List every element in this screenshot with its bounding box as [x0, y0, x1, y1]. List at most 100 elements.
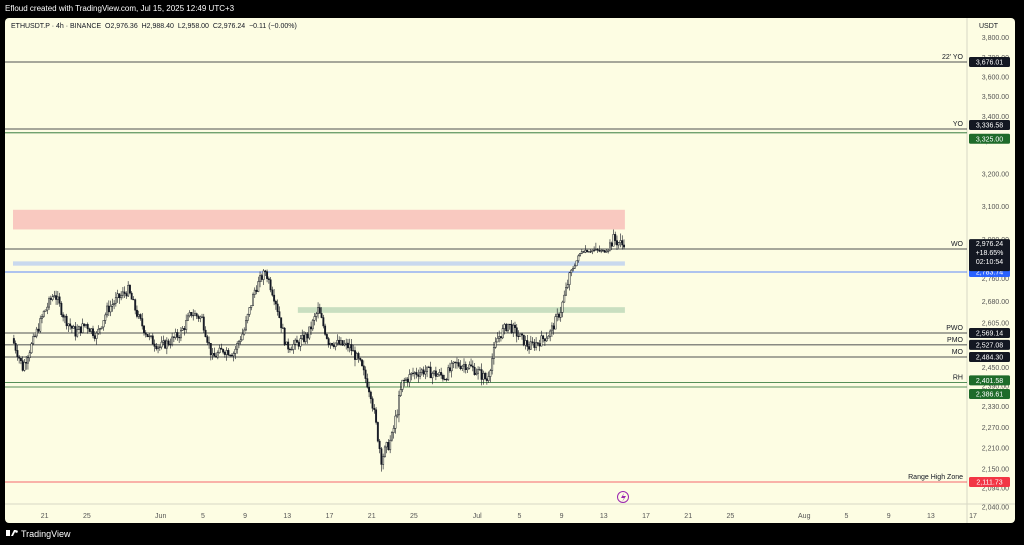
chart-panel[interactable]: 3,800.003,700.003,600.003,500.003,400.00…	[5, 18, 1015, 523]
price-tag-text-0: 3,676.01	[976, 60, 1003, 67]
candle-body	[399, 389, 402, 396]
candle-body	[519, 333, 522, 337]
candle-body	[345, 342, 348, 345]
candle-body	[415, 372, 418, 376]
candle-body	[529, 341, 532, 350]
candle-body	[299, 338, 302, 347]
candle-body	[192, 315, 195, 317]
price-tag-8	[969, 375, 1010, 386]
candle-body	[274, 300, 277, 305]
candle-body	[139, 314, 142, 319]
candle-body	[573, 265, 576, 269]
candle-body	[157, 346, 160, 349]
candle-body	[547, 335, 550, 339]
candle-body	[128, 284, 131, 294]
candle-body	[325, 334, 328, 339]
legend-low: L2,958.00	[177, 23, 209, 30]
candle-body	[250, 305, 253, 308]
candle-body	[53, 295, 56, 298]
candle-body	[531, 341, 534, 343]
candle-body	[598, 249, 601, 252]
y-tick-label: 2,680.00	[982, 299, 1009, 306]
candle-body	[136, 309, 138, 317]
candle-body	[194, 313, 196, 316]
candle-body	[538, 343, 541, 347]
candle-body	[577, 255, 580, 262]
candle-body	[39, 318, 42, 332]
candle-body	[408, 374, 411, 383]
candle-body	[174, 332, 177, 338]
event-marker-icon[interactable]	[617, 491, 629, 503]
candle-body	[46, 306, 49, 311]
candle-body	[589, 251, 592, 253]
candle-body	[427, 366, 430, 368]
candle-body	[452, 361, 455, 364]
candle-body	[348, 344, 351, 349]
x-tick-label: Jul	[473, 513, 482, 520]
candle-body	[494, 341, 497, 348]
price-tag-text-4: 2,783.74	[976, 270, 1003, 277]
candle-body	[143, 325, 145, 333]
candle-body	[294, 339, 297, 345]
candle-body	[485, 378, 488, 381]
candle-body	[450, 363, 453, 372]
candle-body	[426, 366, 429, 372]
candle-body	[508, 323, 511, 325]
candle-body	[339, 340, 342, 345]
candle-body	[324, 325, 327, 335]
candle-body	[334, 342, 337, 347]
x-tick-label: 17	[326, 513, 334, 520]
candle-body	[278, 311, 281, 318]
candle-body	[245, 320, 247, 331]
candle-body	[76, 329, 79, 337]
y-tick-label: 3,800.00	[982, 35, 1009, 42]
y-tick-label: 2,330.00	[982, 404, 1009, 411]
candle-body	[441, 375, 444, 380]
candle-body	[438, 372, 441, 376]
last-price-value: 2,976.24	[976, 241, 1003, 248]
candle-body	[317, 307, 320, 314]
candle-body	[93, 335, 96, 339]
candle-body	[25, 362, 28, 364]
x-tick-label: 17	[642, 513, 650, 520]
candle-body	[292, 344, 295, 350]
y-tick-label: 2,605.00	[982, 320, 1009, 327]
footer-bar: TradingView	[0, 525, 1024, 545]
candle-body	[148, 335, 151, 338]
candle-body	[524, 340, 527, 346]
x-tick-label: 9	[560, 513, 564, 520]
candle-body	[603, 250, 606, 253]
candle-body	[507, 323, 509, 332]
candle-body	[332, 345, 335, 347]
candle-body	[220, 347, 223, 350]
candle-body	[202, 316, 205, 331]
candle-body	[311, 319, 314, 330]
candle-body	[225, 350, 228, 355]
candle-body	[199, 316, 202, 319]
candle-body	[410, 372, 413, 375]
candle-body	[197, 315, 200, 319]
candle-body	[144, 332, 147, 335]
price-tag-1	[969, 120, 1010, 130]
footer-brand: TradingView	[21, 529, 71, 539]
price-tag-2	[969, 133, 1010, 144]
candle-body	[86, 324, 89, 330]
candle-body	[582, 251, 585, 253]
candle-body	[77, 326, 80, 330]
price-chart[interactable]: 3,800.003,700.003,600.003,500.003,400.00…	[5, 18, 1015, 523]
candle-body	[601, 250, 604, 252]
candle-body	[95, 332, 98, 339]
candle-body	[422, 369, 425, 375]
candle-body	[178, 336, 181, 339]
candle-body	[190, 312, 193, 316]
candle-body	[533, 342, 536, 348]
candle-body	[283, 327, 286, 345]
candle-body	[593, 249, 596, 251]
candle-body	[164, 340, 167, 349]
price-tag-text-1: 3,336.58	[976, 123, 1003, 130]
candle-body	[179, 330, 182, 339]
candle-body	[362, 365, 365, 371]
candle-body	[528, 346, 531, 350]
candle-body	[352, 350, 355, 352]
candle-body	[473, 366, 476, 375]
